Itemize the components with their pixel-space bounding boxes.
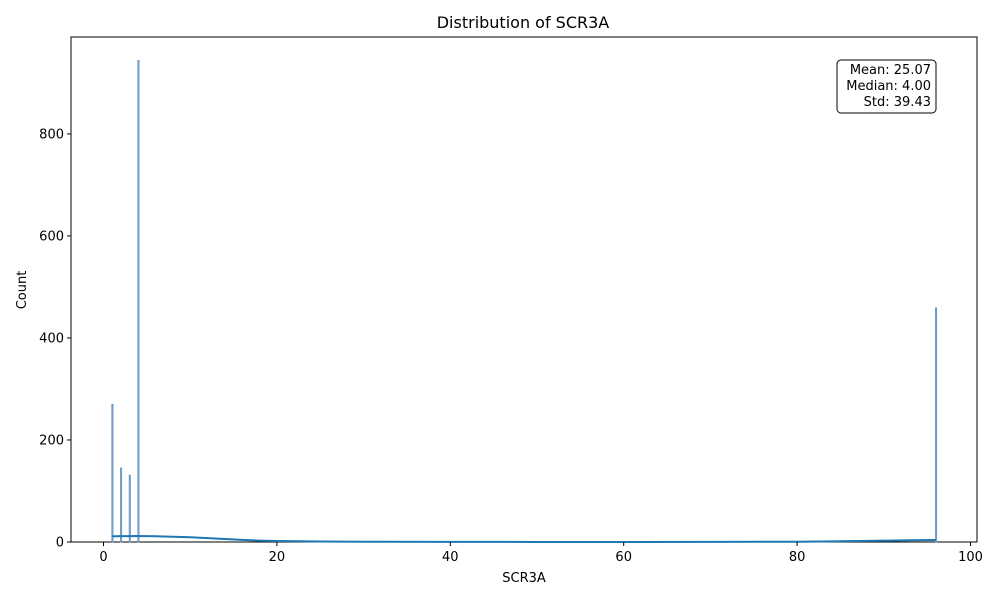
histogram-bar-4 [935,307,938,543]
histogram-bar-2 [128,474,131,543]
y-axis-ticks: 0 200 400 600 800 [39,127,71,551]
kde-curve [112,534,936,543]
x-tick-label-40: 40 [442,550,459,565]
x-tick-label-100: 100 [958,550,983,565]
stats-box-frame [836,59,937,114]
histogram-bar-0 [111,403,114,543]
stats-box: Mean: 25.07 Median: 4.00 Std: 39.43 [836,59,937,114]
y-tick-label-400: 400 [39,331,64,346]
y-tick-label-800: 800 [39,127,64,142]
histogram-bar-3 [137,60,140,543]
y-tick-label-600: 600 [39,229,64,244]
y-tick-label-0: 0 [56,536,64,551]
x-axis-ticks: 0 20 40 60 80 100 [99,542,983,565]
stats-median: Median: 4.00 [846,79,931,94]
x-tick-label-80: 80 [789,550,806,565]
stats-mean: Mean: 25.07 [850,63,931,78]
x-axis-label: SCR3A [502,571,546,586]
histogram-bar-1 [120,467,123,543]
x-tick-label-0: 0 [99,550,107,565]
x-tick-label-60: 60 [615,550,632,565]
y-tick-label-200: 200 [39,433,64,448]
stats-std: Std: 39.43 [864,95,931,110]
chart-title: Distribution of SCR3A [437,13,610,32]
x-tick-label-20: 20 [269,550,286,565]
histogram-bars [111,60,938,543]
y-axis-label: Count [15,271,30,310]
